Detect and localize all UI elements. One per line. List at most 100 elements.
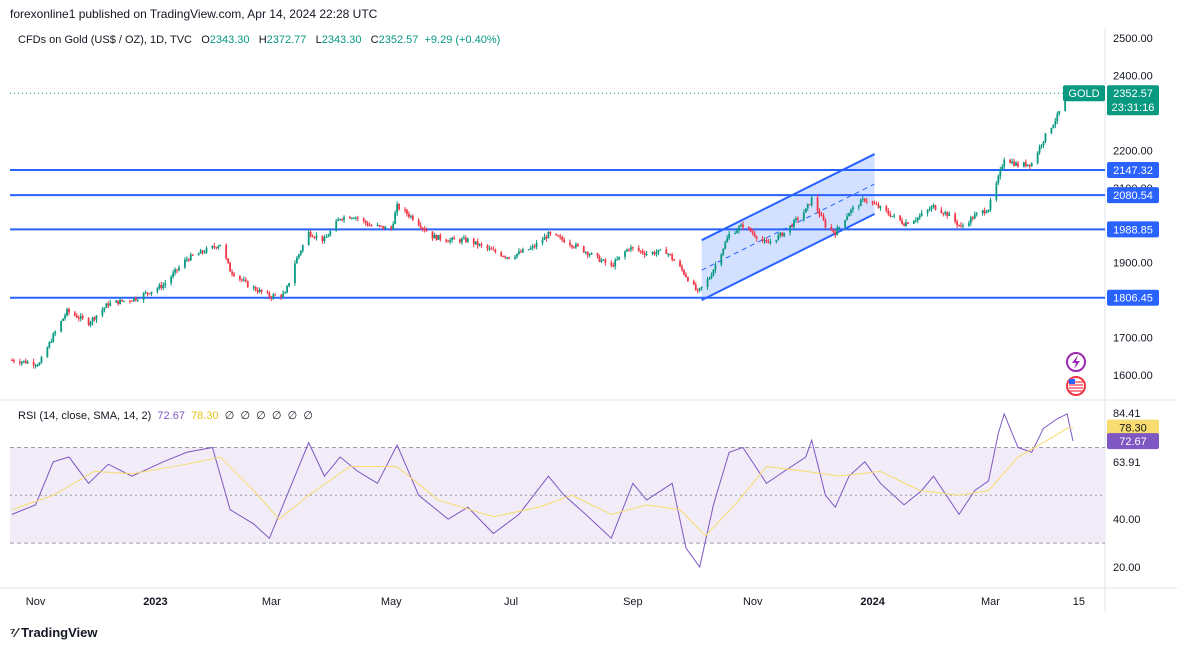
candle-body bbox=[514, 256, 516, 259]
candle-body bbox=[313, 237, 316, 239]
candle-body bbox=[425, 230, 428, 232]
channel-lower-line bbox=[701, 213, 875, 302]
level-tag bbox=[1107, 289, 1159, 306]
candle-body bbox=[160, 284, 163, 289]
candle-body bbox=[309, 231, 312, 237]
candle-body bbox=[321, 235, 324, 242]
regression-channel[interactable] bbox=[701, 153, 875, 302]
candle-body bbox=[912, 220, 915, 224]
candle-body bbox=[834, 231, 837, 236]
candle-body bbox=[582, 245, 585, 253]
candle-body bbox=[95, 315, 98, 320]
candle-body bbox=[1024, 162, 1027, 167]
level-tag-label: 1806.45 bbox=[1113, 293, 1153, 305]
candle-body bbox=[128, 300, 131, 302]
candle-body bbox=[240, 279, 243, 281]
candle-body bbox=[738, 226, 740, 231]
horizontal-levels[interactable] bbox=[10, 169, 1105, 299]
candle-body bbox=[1054, 121, 1057, 125]
candle-body bbox=[301, 245, 304, 251]
candle-body bbox=[797, 218, 799, 220]
candle-body bbox=[710, 275, 713, 279]
candle-body bbox=[38, 362, 41, 366]
candle-body bbox=[191, 254, 194, 256]
candle-body bbox=[728, 233, 731, 239]
candle-body bbox=[75, 315, 78, 318]
candle-body bbox=[105, 303, 108, 308]
candle-body bbox=[846, 216, 848, 221]
candle-body bbox=[341, 219, 343, 221]
candle-body bbox=[671, 254, 674, 260]
side-icons[interactable] bbox=[1066, 352, 1086, 396]
candle-body bbox=[859, 199, 862, 206]
candle-body bbox=[370, 225, 373, 227]
candle-body bbox=[545, 236, 548, 239]
rsi-legend-sma: 78.30 bbox=[191, 410, 219, 422]
candle-body bbox=[409, 215, 412, 217]
candle-body bbox=[461, 238, 463, 243]
candle-body bbox=[34, 365, 37, 367]
countdown-label: 23:31:16 bbox=[1112, 102, 1155, 114]
time-tick-label: 2023 bbox=[143, 596, 167, 608]
candle-body bbox=[724, 242, 727, 249]
candle-body bbox=[1038, 146, 1041, 153]
candle-body bbox=[323, 237, 326, 242]
rsi-title[interactable]: RSI (14, close, SMA, 14, 2) bbox=[18, 410, 152, 422]
candle-body bbox=[997, 176, 1000, 184]
price-tick-label: 1900.00 bbox=[1113, 258, 1153, 270]
candle-body bbox=[802, 212, 805, 220]
candle-body bbox=[712, 269, 715, 276]
candle-body bbox=[77, 317, 80, 319]
candle-body bbox=[907, 222, 909, 224]
candle-body bbox=[948, 213, 951, 216]
candle-body bbox=[873, 203, 876, 205]
candle-body bbox=[932, 205, 935, 207]
rsi-ma-tag-label: 78.30 bbox=[1119, 423, 1147, 435]
candle-body bbox=[747, 227, 750, 229]
candle-body bbox=[789, 225, 791, 233]
candle-body bbox=[11, 360, 13, 362]
candle-body bbox=[294, 263, 296, 284]
candle-body bbox=[877, 204, 880, 208]
candle-body bbox=[435, 234, 438, 240]
candle-body bbox=[307, 231, 310, 246]
rsi-ma-tag bbox=[1107, 419, 1159, 436]
candle-body bbox=[806, 204, 809, 209]
candle-body bbox=[423, 228, 426, 231]
candle-body bbox=[66, 308, 68, 316]
time-axis[interactable]: Nov 2023 Mar May Jul Sep Nov 2024 Mar 15 bbox=[26, 596, 1085, 608]
rsi-legend: RSI (14, close, SMA, 14, 2) 72.67 78.30 … bbox=[18, 409, 313, 422]
rsi-tick-label: 84.41 bbox=[1113, 408, 1141, 420]
candle-body bbox=[891, 215, 894, 217]
candle-body bbox=[87, 318, 90, 326]
candle-body bbox=[516, 253, 518, 257]
candle-body bbox=[445, 239, 448, 242]
candle-body bbox=[726, 238, 729, 243]
candle-body bbox=[492, 249, 495, 251]
candle-body bbox=[172, 272, 175, 277]
candle-body bbox=[119, 299, 121, 305]
tradingview-logo[interactable]: ⁷⁄ TradingView bbox=[10, 625, 98, 640]
symbol-title[interactable]: CFDs on Gold (US$ / OZ), 1D, TVC bbox=[18, 34, 193, 46]
candle-body bbox=[490, 248, 493, 250]
empty-marker: ∅ bbox=[303, 410, 313, 422]
candle-body bbox=[494, 249, 497, 253]
candle-body bbox=[598, 255, 601, 262]
candle-body bbox=[810, 197, 813, 205]
candle-body bbox=[392, 224, 395, 229]
candle-body bbox=[879, 206, 882, 208]
axis-tags: 2147.32 2080.54 1988.85 1806.45 GOLD 2352.57 2… bbox=[1063, 85, 1159, 450]
candle-body bbox=[382, 225, 385, 229]
empty-marker: ∅ bbox=[287, 410, 298, 422]
candle-body bbox=[836, 227, 839, 236]
level-tag bbox=[1107, 221, 1159, 238]
time-tick-label: Mar bbox=[262, 596, 281, 608]
candle-body bbox=[337, 219, 340, 221]
candle-body bbox=[885, 206, 888, 211]
candle-body bbox=[641, 251, 644, 254]
candle-body bbox=[669, 253, 672, 255]
candle-body bbox=[447, 241, 450, 243]
candle-body bbox=[543, 236, 546, 241]
rsi-legend-value: 72.67 bbox=[157, 410, 185, 422]
